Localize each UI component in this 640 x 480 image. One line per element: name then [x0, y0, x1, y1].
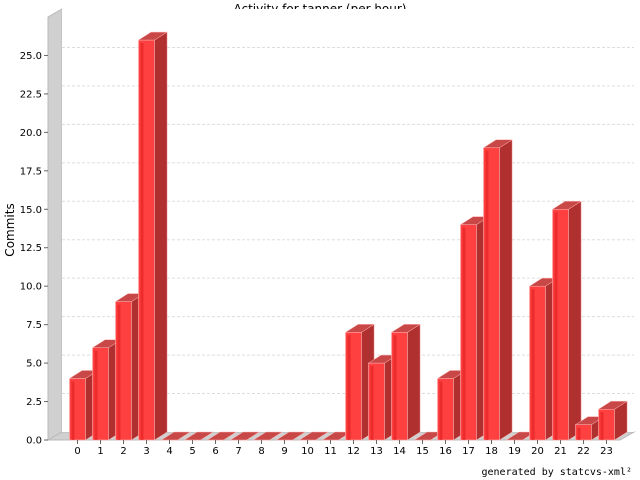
bar	[206, 431, 237, 441]
x-tick-label: 19	[508, 446, 521, 457]
bar	[137, 31, 168, 441]
x-tick-label: 15	[416, 446, 429, 457]
x-tick-label: 5	[189, 446, 195, 457]
x-tick-label: 23	[600, 446, 613, 457]
bar	[597, 400, 628, 441]
bar	[390, 323, 421, 441]
x-tick-label: 14	[393, 446, 406, 457]
y-tick-label: 12.5	[20, 243, 42, 254]
x-tick-label: 4	[166, 446, 172, 457]
x-tick-label: 18	[485, 446, 498, 457]
x-tick-label: 3	[143, 446, 149, 457]
x-tick-label: 8	[258, 446, 264, 457]
x-tick-label: 11	[324, 446, 337, 457]
x-tick-label: 10	[301, 446, 314, 457]
y-tick-label: 22.5	[20, 89, 42, 100]
y-tick-label: 20.0	[20, 128, 42, 139]
y-tick-label: 15.0	[20, 205, 42, 216]
credit-text: generated by statcvs-xml²	[481, 467, 632, 478]
bar	[482, 139, 513, 441]
x-tick-label: 12	[347, 446, 360, 457]
y-tick-label: 2.5	[26, 397, 42, 408]
y-tick-label: 17.5	[20, 166, 42, 177]
y-tick-label: 25.0	[20, 51, 42, 62]
y-tick-label: 5.0	[26, 359, 42, 370]
y-tick-label: 10.0	[20, 282, 42, 293]
x-tick-label: 13	[370, 446, 383, 457]
bar	[229, 431, 260, 441]
left-wall	[47, 8, 63, 441]
x-tick-label: 21	[554, 446, 567, 457]
x-tick-label: 9	[281, 446, 287, 457]
x-tick-label: 0	[74, 446, 80, 457]
x-tick-label: 6	[212, 446, 218, 457]
x-tick-label: 22	[577, 446, 590, 457]
y-axis-label: Commits	[3, 203, 17, 256]
y-tick-label: 0.0	[26, 436, 42, 447]
x-tick-label: 1	[97, 446, 103, 457]
x-tick-label: 17	[462, 446, 475, 457]
x-axis-ticks: 0 1 2 3 4 5 6 7 8 9 10 11 12 13 14 15 16 17 18 19 20 21 22 23	[74, 440, 613, 457]
x-tick-label: 16	[439, 446, 452, 457]
bar	[551, 200, 582, 441]
x-tick-label: 7	[235, 446, 241, 457]
y-axis-ticks: 0.0 2.5 5.0 7.5 10.0 12.5 15.0 17.5 20.0 22.5 25.0	[20, 51, 48, 447]
bars	[68, 31, 628, 441]
x-tick-label: 20	[531, 446, 544, 457]
y-tick-label: 7.5	[26, 320, 42, 331]
bar	[344, 323, 375, 441]
x-tick-label: 2	[120, 446, 126, 457]
